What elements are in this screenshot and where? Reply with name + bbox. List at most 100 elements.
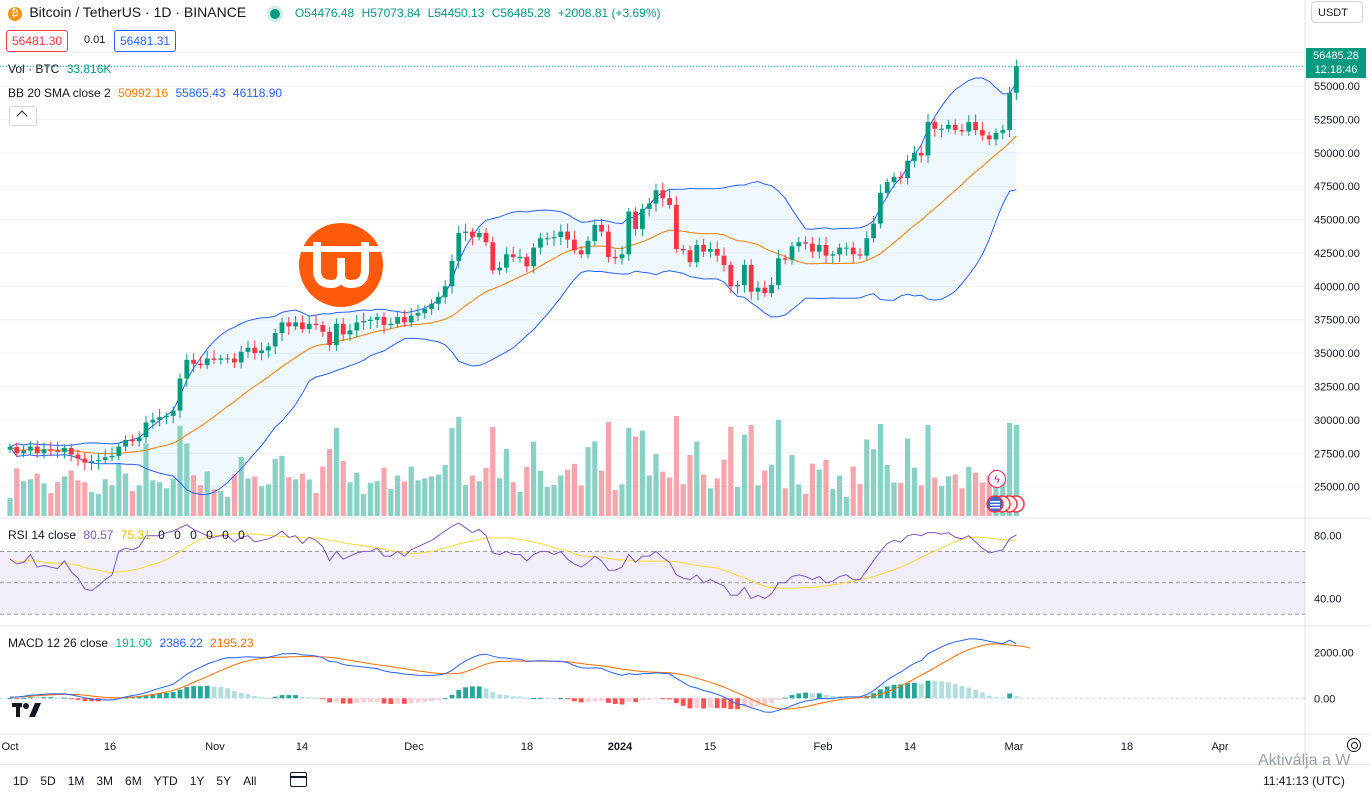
collapse-legend-button[interactable] [9,106,37,126]
candle-body [565,231,570,240]
candle-body [41,449,47,454]
volume-bar [884,464,890,516]
macd-histogram-bar [504,695,509,699]
volume-bar [735,487,741,516]
volume-bar [449,428,455,516]
candle-body [1014,66,1019,93]
candle-body [245,347,251,352]
candle-body [816,244,822,252]
macd-histogram-bar [708,698,713,709]
candle-body [408,315,414,323]
calendar-range-icon[interactable] [290,772,307,787]
volume-bar [517,492,523,516]
candle-body [130,439,135,442]
volume-bar [857,484,863,516]
candle-body [830,254,836,256]
candle-body [796,242,802,247]
macd-histogram-bar [544,698,550,700]
macd-histogram-bar [82,698,88,702]
macd-histogram-bar [572,698,577,702]
volume-bar [755,485,761,516]
current-price: 56485.28 [1313,50,1359,62]
volume-bar [775,420,781,516]
volume-bar [7,498,13,516]
candle-body [327,331,332,346]
macd-histogram-bar [368,698,373,703]
candle-body [728,264,734,287]
rsi-ma-line [9,533,1017,589]
volume-bar [531,441,537,516]
candle-body [429,303,434,310]
range-button-5y[interactable]: 5Y [216,774,232,788]
macd-histogram-bar [946,682,951,699]
range-button-1y[interactable]: 1Y [189,774,205,788]
volume-bar [252,476,258,516]
currency-selector[interactable]: USDT [1311,1,1363,23]
macd-histogram-bar [340,698,346,704]
volume-bar [286,477,292,516]
time-tick-label: Oct [1,741,18,753]
volume-bar [721,459,727,516]
time-tick-label: 15 [704,741,716,753]
macd-histogram-bar [68,698,74,700]
candle-body [191,359,196,364]
macd-histogram-bar [816,693,822,699]
candle-body [483,232,489,243]
volume-bar [333,427,339,516]
symbol-header: ₿ Bitcoin / TetherUS · 1D · BINANCE O544… [8,4,665,21]
macd-histogram-bar [449,694,455,699]
candle-body [266,346,271,351]
volume-bar [197,485,203,516]
volume-bar [231,474,237,516]
volume-bar [306,479,312,516]
sell-price-button[interactable]: 56481.30 [6,30,69,52]
time-tick-label: Nov [205,741,225,753]
volume-bar [299,473,305,516]
range-button-6m[interactable]: 6M [125,774,142,788]
lightning-icon[interactable]: ϟ [988,470,1006,488]
symbol-title[interactable]: Bitcoin / TetherUS · 1D · BINANCE [29,4,247,20]
volume-bar [891,482,897,516]
candle-body [626,211,632,255]
volume-bar [361,494,367,516]
macd-signal-line [9,643,1031,710]
volume-bar [544,487,550,516]
chevron-up-icon [16,110,28,122]
candle-body [422,309,428,314]
volume-bar [939,486,945,516]
us-flag-events-icon[interactable] [986,494,1026,514]
activation-watermark: Aktiválja a W [1258,752,1351,769]
volume-bar [225,497,231,516]
range-button-1m[interactable]: 1M [67,774,85,788]
macd-histogram-bar [905,683,910,699]
rsi-pane: 80.00 40.00 [0,517,1371,615]
range-button-ytd[interactable]: YTD [153,774,178,788]
macd-pane: 2000.00 0.00 [0,625,1371,713]
gear-icon[interactable] [1347,738,1361,752]
candle-body [959,130,965,132]
volume-bar [986,475,992,516]
candle-body [259,350,264,354]
range-button-3m[interactable]: 3M [96,774,114,788]
candle-body [218,358,224,360]
range-button-all[interactable]: All [243,774,257,788]
utc-clock[interactable]: 11:41:13 (UTC) [1263,774,1345,788]
candle-body [388,323,394,326]
volume-bar [21,481,27,516]
candle-body [89,461,94,463]
volume-bar [639,430,645,516]
macd-histogram-bar [408,698,414,704]
candle-body [633,211,638,229]
macd-histogram-bar [374,698,380,703]
volume-bar [925,425,931,516]
price-tick-label: 32500.00 [1314,382,1360,394]
buy-price-button[interactable]: 56481.31 [114,30,177,52]
macd-line [10,638,1017,713]
candle-body [619,254,625,259]
time-tick-label: 16 [104,741,116,753]
range-button-5d[interactable]: 5D [40,774,56,788]
price-tick-label: 35000.00 [1314,348,1360,360]
range-button-1d[interactable]: 1D [13,774,29,788]
volume-bar [497,478,503,516]
